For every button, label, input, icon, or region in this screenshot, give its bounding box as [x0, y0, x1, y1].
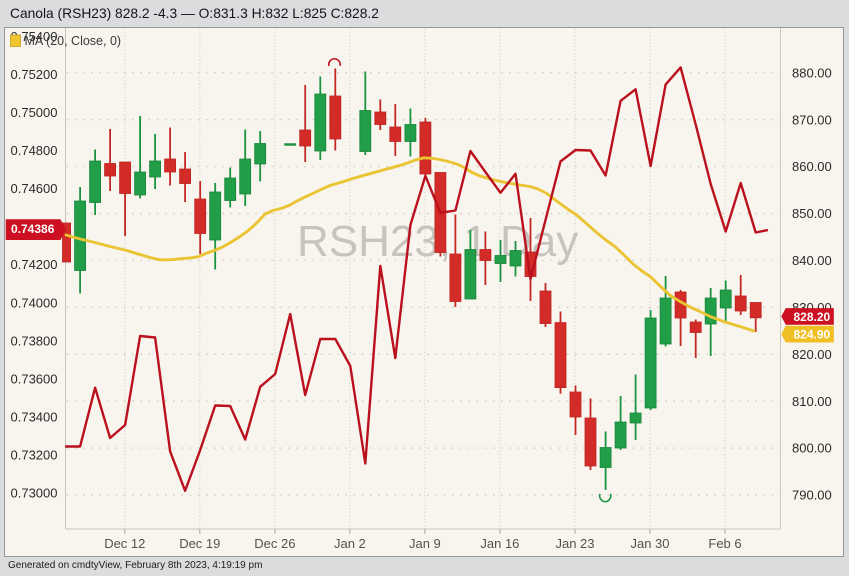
svg-text:810.00: 810.00: [792, 394, 832, 409]
svg-text:860.00: 860.00: [792, 159, 832, 174]
svg-text:0.75400: 0.75400: [11, 29, 58, 44]
svg-text:790.00: 790.00: [792, 488, 832, 503]
svg-text:0.74200: 0.74200: [11, 257, 58, 272]
svg-text:0.73800: 0.73800: [11, 333, 58, 348]
svg-text:824.90: 824.90: [794, 328, 831, 342]
svg-text:0.74000: 0.74000: [11, 295, 58, 310]
svg-text:0.73000: 0.73000: [11, 486, 58, 501]
svg-text:0.74800: 0.74800: [11, 143, 58, 158]
svg-text:880.00: 880.00: [792, 65, 832, 80]
svg-text:Dec 12: Dec 12: [104, 536, 145, 551]
svg-text:0.73400: 0.73400: [11, 410, 58, 425]
svg-text:Jan 16: Jan 16: [480, 536, 519, 551]
svg-text:0.75200: 0.75200: [11, 67, 58, 82]
svg-text:0.73200: 0.73200: [11, 448, 58, 463]
svg-text:0.75000: 0.75000: [11, 105, 58, 120]
svg-text:0.74386: 0.74386: [11, 222, 55, 236]
svg-text:828.20: 828.20: [794, 310, 831, 324]
svg-text:850.00: 850.00: [792, 206, 832, 221]
svg-text:Feb 6: Feb 6: [708, 536, 741, 551]
svg-text:MA (20, Close, 0): MA (20, Close, 0): [25, 34, 122, 48]
svg-text:Jan 2: Jan 2: [334, 536, 366, 551]
svg-text:870.00: 870.00: [792, 112, 832, 127]
svg-text:Dec 19: Dec 19: [179, 536, 220, 551]
svg-text:Dec 26: Dec 26: [254, 536, 295, 551]
svg-text:Jan 30: Jan 30: [630, 536, 669, 551]
svg-text:840.00: 840.00: [792, 253, 832, 268]
svg-text:0.74600: 0.74600: [11, 181, 58, 196]
svg-text:Jan 9: Jan 9: [409, 536, 441, 551]
svg-text:Jan 23: Jan 23: [555, 536, 594, 551]
svg-text:820.00: 820.00: [792, 347, 832, 362]
svg-text:800.00: 800.00: [792, 441, 832, 456]
svg-text:0.73600: 0.73600: [11, 371, 58, 386]
